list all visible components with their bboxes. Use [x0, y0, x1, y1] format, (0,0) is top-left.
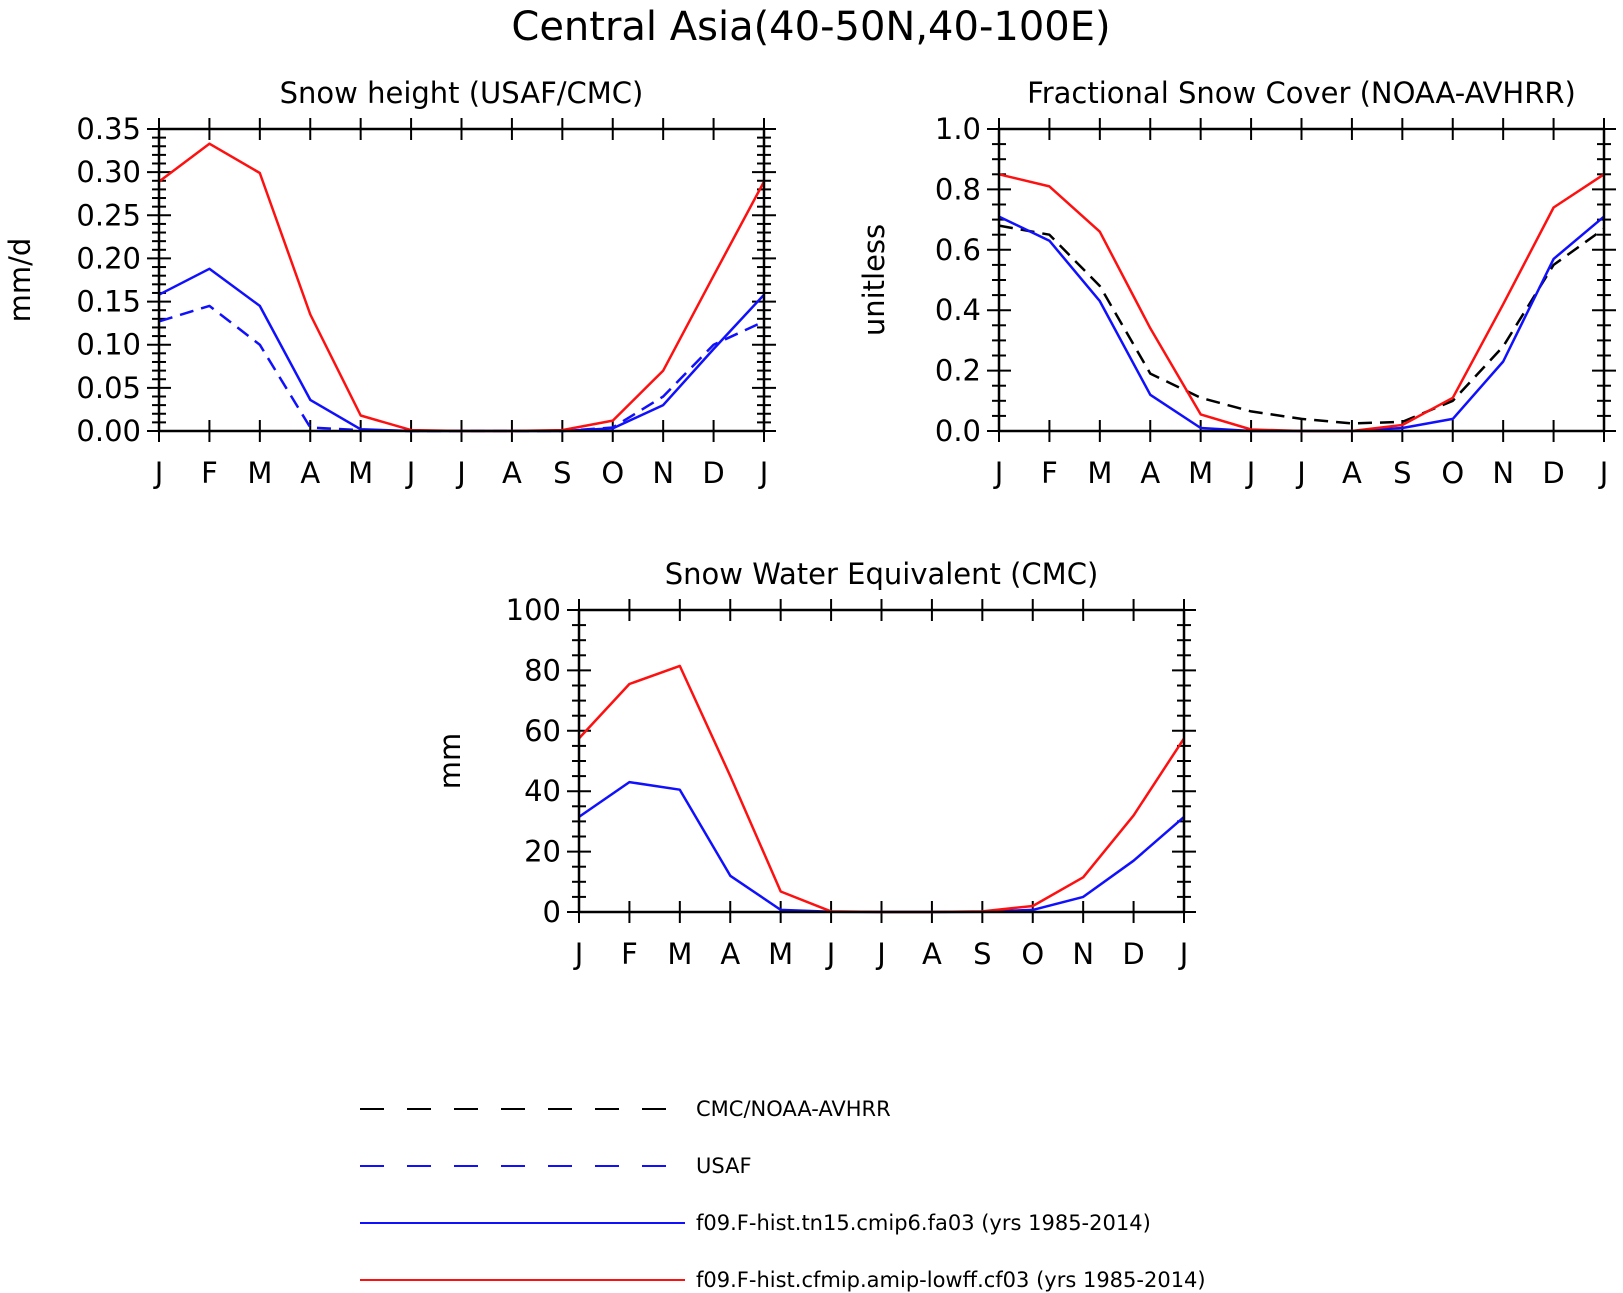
series-line-1 [998, 224, 1605, 425]
x-tick-label: D [702, 456, 724, 490]
series-line-3 [158, 142, 766, 433]
y-axis-label: mm [433, 733, 467, 790]
legend-label: CMC/NOAA-AVHRR [696, 1097, 891, 1121]
x-tick-label: D [1542, 456, 1564, 490]
x-tick-label: N [1072, 937, 1094, 971]
x-tick-label: A [300, 456, 320, 490]
x-tick-label: J [875, 937, 886, 971]
x-tick-label: J [153, 456, 164, 490]
x-tick-label: O [601, 456, 624, 490]
y-axis-label: mm/d [3, 238, 37, 323]
legend: CMC/NOAA-AVHRR USAF f09.F-hist.tn15.cmip6.… [360, 1097, 1206, 1292]
series-line-1 [578, 780, 1185, 914]
figure-title: Central Asia(40-50N,40-100E) [511, 4, 1110, 50]
series-line-1 [158, 304, 765, 433]
x-tick-label: N [1492, 456, 1514, 490]
chart-panels: Snow height (USAF/CMC)mm/dJ F M A M J J A S O N D J0… [3, 76, 1616, 971]
y-tick-label: 0.25 [76, 198, 141, 232]
x-tick-label: M [667, 937, 692, 971]
x-tick-label: O [1441, 456, 1464, 490]
x-tick-label: J [1598, 456, 1609, 490]
panel-title: Snow height (USAF/CMC) [280, 76, 644, 110]
x-tick-label: F [621, 937, 638, 971]
x-tick-label: J [1295, 456, 1306, 490]
panel-title: Fractional Snow Cover (NOAA-AVHRR) [1027, 76, 1576, 110]
x-tick-label: M [1188, 456, 1213, 490]
y-tick-label: 0.05 [76, 371, 141, 405]
legend-label: USAF [696, 1154, 752, 1178]
x-tick-label: S [1393, 456, 1411, 490]
y-tick-label: 0 [543, 895, 561, 929]
chart-panel-1: Snow height (USAF/CMC)mm/dJ F M A M J J A S O N D J0… [3, 76, 776, 490]
y-tick-label: 0.6 [935, 233, 981, 267]
x-tick-label: S [553, 456, 571, 490]
series-line-2 [998, 215, 1605, 433]
x-tick-label: A [720, 937, 740, 971]
x-tick-label: A [922, 937, 942, 971]
x-tick-label: J [1178, 937, 1189, 971]
series-line-3 [998, 173, 1605, 433]
y-tick-label: 1.0 [935, 112, 981, 146]
legend-label: f09.F-hist.tn15.cmip6.fa03 (yrs 1985-201… [696, 1211, 1151, 1235]
x-tick-label: M [768, 937, 793, 971]
y-axis-label: unitless [857, 224, 891, 336]
x-tick-label: F [201, 456, 218, 490]
y-tick-label: 20 [524, 835, 561, 869]
y-tick-label: 0.00 [76, 414, 141, 448]
y-tick-label: 0.8 [935, 172, 981, 206]
x-tick-label: N [652, 456, 674, 490]
y-tick-label: 40 [524, 774, 561, 808]
y-tick-label: 0.2 [935, 354, 981, 388]
x-tick-label: S [973, 937, 991, 971]
x-tick-label: M [348, 456, 373, 490]
y-tick-label: 60 [524, 714, 561, 748]
x-tick-label: J [993, 456, 1004, 490]
legend-label: f09.F-hist.cfmip.amip-lowff.cf03 (yrs 19… [696, 1268, 1206, 1292]
x-tick-label: J [573, 937, 584, 971]
x-tick-label: J [405, 456, 416, 490]
x-tick-label: O [1021, 937, 1044, 971]
y-tick-label: 100 [506, 593, 561, 627]
chart-panel-3: Snow Water Equivalent (CMC)mmJ F M A M J J A S O N… [433, 557, 1196, 971]
plot-frame [577, 608, 1186, 914]
y-tick-label: 0.15 [76, 285, 141, 319]
y-tick-label: 0.10 [76, 328, 141, 362]
x-tick-label: A [502, 456, 522, 490]
x-tick-label: J [455, 456, 466, 490]
y-tick-label: 0.35 [76, 112, 141, 146]
x-tick-label: F [1041, 456, 1058, 490]
y-tick-label: 80 [524, 653, 561, 687]
x-tick-label: A [1140, 456, 1160, 490]
panel-title: Snow Water Equivalent (CMC) [665, 557, 1099, 591]
x-tick-label: J [825, 937, 836, 971]
x-tick-label: J [1245, 456, 1256, 490]
y-tick-label: 0.30 [76, 155, 141, 189]
y-tick-label: 0.4 [935, 293, 981, 327]
chart-panel-2: Fractional Snow Cover (NOAA-AVHRR) unitle… [857, 76, 1616, 490]
plot-frame [157, 127, 766, 433]
x-tick-label: A [1342, 456, 1362, 490]
x-tick-label: J [758, 456, 769, 490]
x-tick-label: M [247, 456, 272, 490]
x-tick-label: M [1087, 456, 1112, 490]
y-tick-label: 0.0 [935, 414, 981, 448]
y-tick-label: 0.20 [76, 241, 141, 275]
x-tick-label: D [1122, 937, 1144, 971]
plot-frame [997, 127, 1606, 433]
